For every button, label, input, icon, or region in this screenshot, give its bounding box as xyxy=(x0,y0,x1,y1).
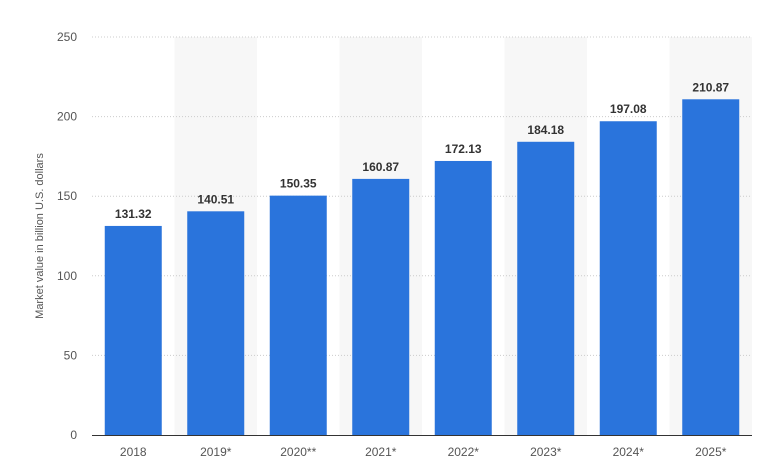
data-label: 150.35 xyxy=(280,177,317,191)
y-tick-label: 200 xyxy=(57,110,77,124)
y-tick-label: 250 xyxy=(57,30,77,44)
bar xyxy=(599,121,657,435)
bars xyxy=(104,99,740,436)
x-tick-label: 2022* xyxy=(448,445,480,459)
bar xyxy=(517,141,575,435)
x-tick-label: 2024* xyxy=(613,445,645,459)
y-axis-ticks: 0 50 100 150 200 250 xyxy=(57,30,77,442)
bar xyxy=(104,225,162,435)
data-label: 160.87 xyxy=(362,160,399,174)
data-label: 197.08 xyxy=(610,102,647,116)
gridlines xyxy=(92,36,752,356)
y-tick-label: 150 xyxy=(57,189,77,203)
bar xyxy=(682,99,740,436)
x-tick-label: 2019* xyxy=(200,445,232,459)
x-tick-label: 2023* xyxy=(530,445,562,459)
y-tick-label: 50 xyxy=(64,348,78,362)
x-tick-label: 2020** xyxy=(280,445,316,459)
y-tick-label: 100 xyxy=(57,269,77,283)
data-label: 184.18 xyxy=(527,123,564,137)
data-label: 140.51 xyxy=(197,192,234,206)
bar xyxy=(434,160,492,435)
bar xyxy=(269,195,327,435)
x-tick-label: 2021* xyxy=(365,445,397,459)
y-axis-label: Market value in billion U.S. dollars xyxy=(34,153,46,319)
data-label: 172.13 xyxy=(445,142,482,156)
data-label: 210.87 xyxy=(692,80,729,94)
x-axis-ticks: 2018 2019* 2020** 2021* 2022* 2023* 2024* 2025* xyxy=(120,445,727,459)
y-tick-label: 0 xyxy=(70,428,77,442)
bar xyxy=(187,211,245,435)
data-labels: 131.32 140.51 150.35 160.87 172.13 184.18 197.… xyxy=(115,80,730,221)
bar xyxy=(352,178,410,435)
x-tick-label: 2018 xyxy=(120,445,147,459)
data-label: 131.32 xyxy=(115,207,152,221)
x-tick-label: 2025* xyxy=(695,445,727,459)
